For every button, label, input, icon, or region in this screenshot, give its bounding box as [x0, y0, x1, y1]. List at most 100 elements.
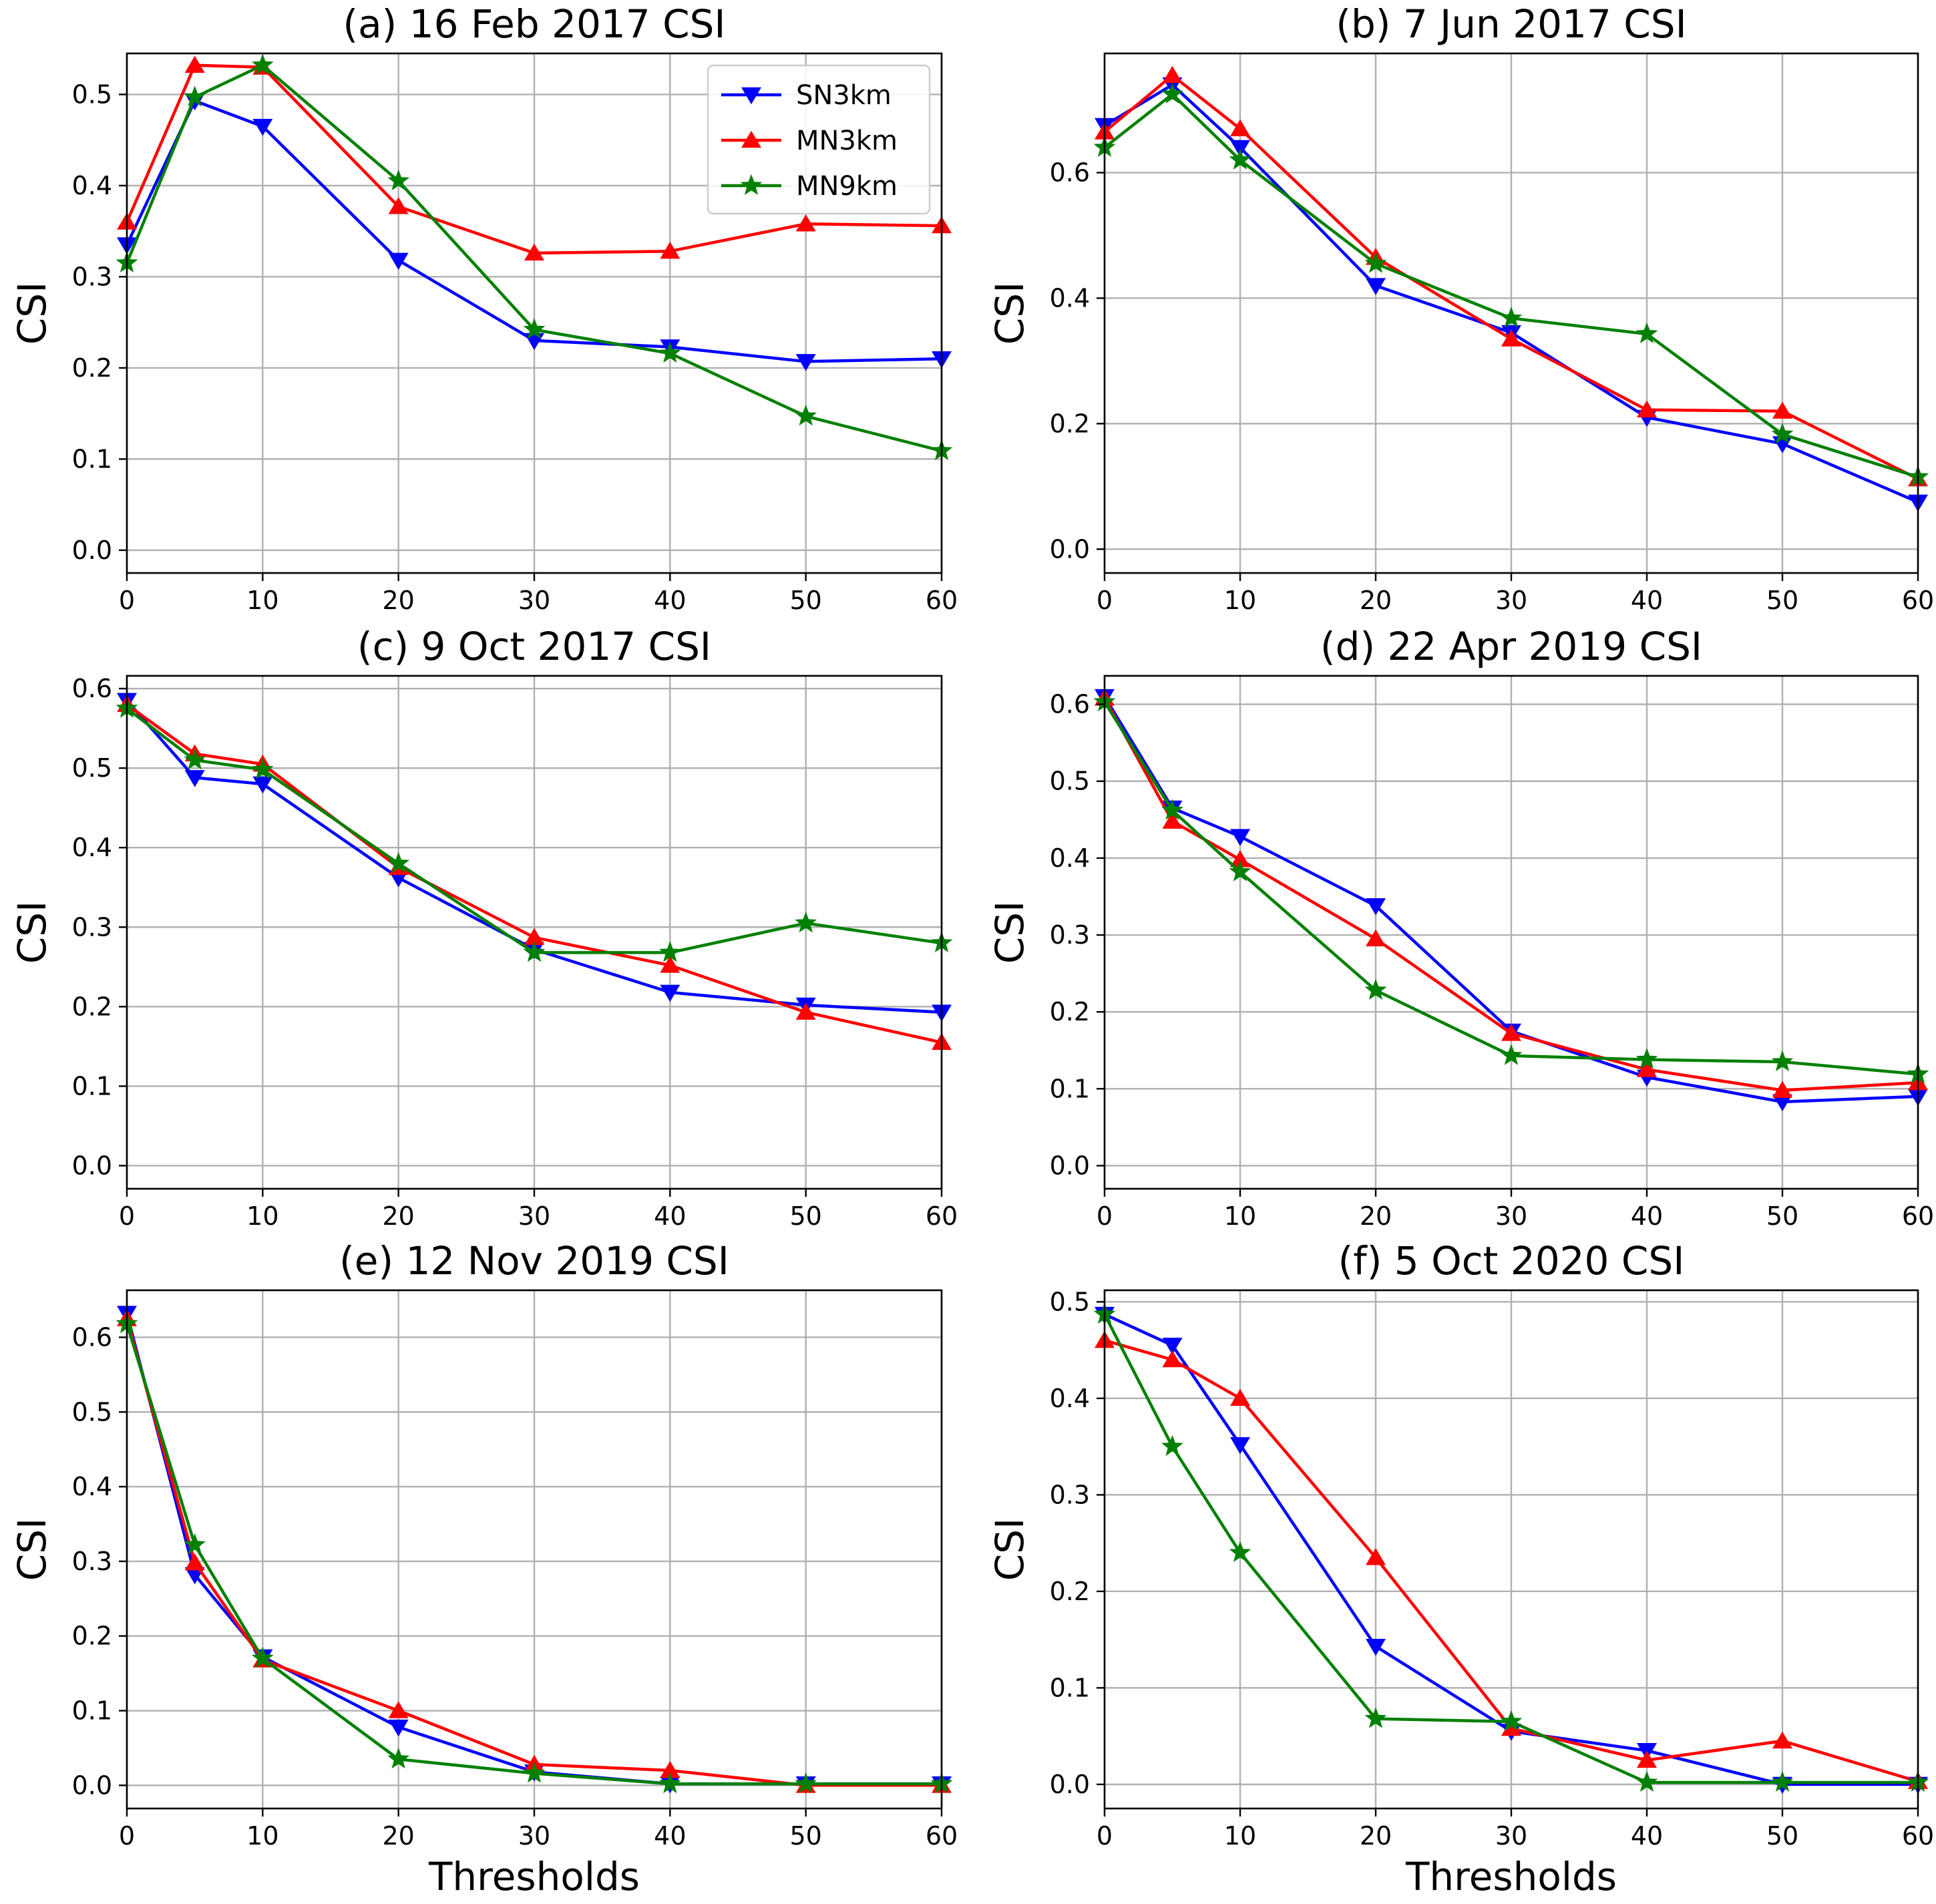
x-tick-label: 10: [246, 586, 278, 615]
x-tick-label: 50: [789, 1821, 821, 1851]
data-point: [184, 55, 205, 73]
chart-title: (a) 16 Feb 2017 CSI: [343, 1, 725, 47]
data-point: [1162, 1350, 1183, 1368]
panel-b: 0 10 20 30 40 50 60 0.0 0.2 0.4 0.6 (b) 7 Jun 2017 …: [987, 1, 1934, 615]
data-point: [1771, 423, 1794, 444]
data-point: [658, 941, 681, 962]
y-tick-label: 0.6: [72, 1322, 112, 1352]
data-point: [658, 1772, 681, 1794]
x-tick-label: 10: [1224, 1821, 1256, 1851]
x-tick-label: 60: [926, 1821, 958, 1851]
series-line: [1103, 697, 1919, 1092]
y-tick-label: 0.1: [72, 444, 112, 473]
data-point: [1229, 860, 1251, 882]
x-tick-label: 50: [789, 1201, 821, 1231]
x-ticks: 0 10 20 30 40 50 60: [119, 1808, 958, 1851]
y-ticks: 0.0 0.1 0.2 0.3 0.4 0.5 0.6: [72, 1322, 127, 1800]
series-line: [125, 99, 942, 363]
x-tick-label: 50: [1766, 1821, 1798, 1851]
y-tick-label: 0.5: [72, 753, 112, 783]
x-tick-label: 20: [382, 1821, 414, 1851]
data-point: [795, 405, 817, 426]
data-point: [1772, 401, 1792, 419]
panel-c: 0 10 20 30 40 50 60 0.0 0.1 0.2 0.3 0.4 0.5 0.6 (c) 9 …: [9, 624, 958, 1231]
gridlines: [1103, 676, 1919, 1189]
y-tick-label: 0.3: [72, 1547, 112, 1576]
series-line: [125, 1323, 942, 1786]
x-ticks: 0 10 20 30 40 50 60: [1097, 1808, 1934, 1851]
x-tick-label: 30: [518, 1821, 550, 1851]
x-tick-label: 50: [1766, 586, 1798, 615]
y-axis-label: CSI: [987, 282, 1032, 345]
y-tick-label: 0.1: [1050, 1074, 1090, 1103]
data-point: [1501, 1024, 1521, 1041]
y-tick-label: 0.0: [1050, 1151, 1090, 1180]
legend: SN3km MN3km MN9km: [707, 64, 931, 215]
y-tick-label: 0.4: [1050, 843, 1090, 873]
data-point: [1366, 898, 1386, 916]
panel-e: 0 10 20 30 40 50 60 0.0 0.1 0.2 0.3 0.4 0.5 0.6 (e) 12…: [9, 1238, 958, 1899]
data-point: [252, 118, 273, 136]
y-tick-label: 0.2: [72, 992, 112, 1021]
data-point: [1366, 1548, 1386, 1565]
y-tick-label: 0.6: [1050, 158, 1090, 188]
y-axis-label: CSI: [9, 901, 55, 964]
y-tick-label: 0.2: [1050, 997, 1090, 1026]
data-point: [1364, 1707, 1387, 1728]
x-tick-label: 20: [1360, 1201, 1392, 1231]
data-point: [1772, 1731, 1792, 1749]
y-tick-label: 0.5: [1050, 767, 1090, 796]
data-point: [1366, 929, 1386, 947]
data-point: [184, 749, 206, 770]
y-tick-label: 0.0: [1050, 1770, 1090, 1799]
y-tick-label: 0.2: [72, 1622, 112, 1651]
y-axis-label: CSI: [987, 901, 1032, 964]
y-tick-label: 0.5: [72, 79, 112, 109]
legend-item-mn9km: MN9km: [721, 171, 898, 202]
legend-box: [707, 64, 931, 215]
legend-label: MN3km: [796, 126, 898, 156]
x-tick-label: 10: [246, 1821, 278, 1851]
series-line: [126, 703, 942, 1044]
data-point: [251, 1647, 274, 1668]
data-point: [1500, 1710, 1523, 1731]
data-point: [184, 1533, 206, 1555]
data-point: [1501, 1718, 1521, 1736]
x-tick-label: 40: [1631, 586, 1663, 615]
x-tick-label: 30: [518, 586, 550, 615]
data-point: [1635, 322, 1658, 343]
panel-a: 0 10 20 30 40 50 60 0.0 0.1 0.2 0.3 0.4 0.5 (a) 16 Fe…: [9, 1, 958, 615]
data-point: [1162, 1338, 1183, 1355]
x-ticks: 0 10 20 30 40 50 60: [119, 573, 958, 615]
data-point: [251, 53, 274, 75]
x-tick-label: 60: [926, 1201, 958, 1231]
x-tick-label: 0: [119, 1821, 135, 1851]
data-point: [660, 241, 681, 259]
x-tick-label: 0: [1097, 586, 1113, 615]
data-point: [795, 354, 816, 371]
data-point: [1230, 140, 1250, 158]
series-sn3km: [117, 93, 952, 371]
series-line: [1103, 695, 1919, 1104]
y-tick-label: 0.4: [72, 171, 112, 200]
data-point: [387, 1748, 410, 1769]
series-mn9km: [1093, 1302, 1929, 1792]
data-point: [251, 758, 274, 779]
legend-marker: [741, 130, 761, 148]
x-tick-label: 10: [1224, 1201, 1256, 1231]
x-ticks: 0 10 20 30 40 50 60: [1097, 1189, 1934, 1231]
y-axis-label: CSI: [987, 1518, 1032, 1581]
data-point: [1364, 978, 1387, 1000]
data-point: [1500, 1044, 1523, 1065]
data-point: [252, 776, 273, 794]
legend-label: SN3km: [796, 80, 892, 111]
data-point: [1772, 1081, 1792, 1098]
data-point: [388, 197, 409, 214]
y-tick-label: 0.4: [72, 1472, 112, 1501]
y-ticks: 0.0 0.1 0.2 0.3 0.4 0.5: [1050, 1287, 1105, 1799]
data-point: [1501, 329, 1521, 347]
data-point: [524, 243, 544, 261]
series-line: [1104, 1313, 1918, 1786]
legend-marker: [740, 174, 763, 195]
chart-title: (d) 22 Apr 2019 CSI: [1320, 624, 1702, 669]
